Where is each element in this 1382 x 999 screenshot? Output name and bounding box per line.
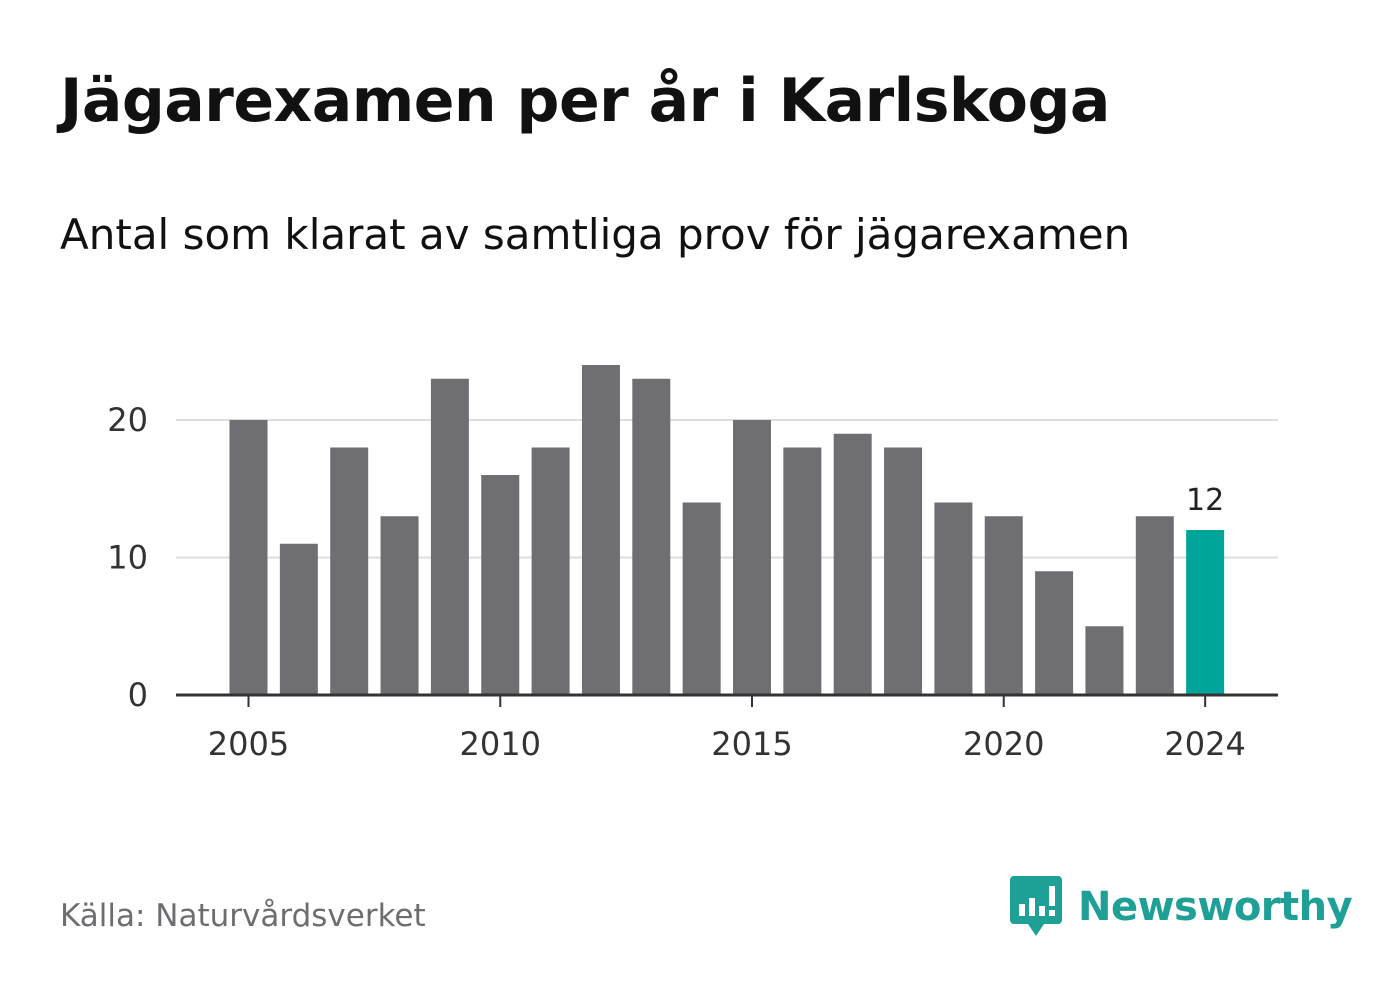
bar-2014	[682, 502, 721, 695]
bar-2007	[330, 447, 369, 695]
bar-2024	[1186, 530, 1225, 695]
bar-2023	[1135, 516, 1174, 695]
y-tick-label: 0	[128, 676, 148, 714]
source-note: Källa: Naturvårdsverket	[60, 898, 426, 934]
bars	[229, 365, 1225, 695]
x-tick-label: 2020	[963, 725, 1044, 763]
bar-2020	[984, 516, 1023, 695]
bar-2009	[430, 378, 469, 695]
bar-2016	[783, 447, 822, 695]
x-tick-label: 2005	[208, 725, 289, 763]
newsworthy-logo-icon	[1010, 876, 1062, 936]
bar-2012	[581, 365, 620, 695]
bar-2013	[632, 378, 671, 695]
bar-2021	[1035, 571, 1074, 695]
x-tick-label: 2010	[460, 725, 541, 763]
bar-2017	[833, 433, 872, 695]
y-tick-label: 20	[107, 401, 148, 439]
labels: 0 10 20 12 2005 2010 2015 2020 2024	[107, 401, 1246, 763]
x-tick-label: 2015	[711, 725, 792, 763]
bar-2015	[733, 420, 771, 695]
bar-2018	[884, 447, 923, 695]
bar-2005	[229, 420, 268, 695]
bar-2010	[481, 475, 520, 695]
bar-2022	[1085, 626, 1124, 695]
bar-2008	[380, 516, 419, 695]
y-tick-label: 10	[107, 539, 148, 577]
x-tick-label: 2024	[1164, 725, 1245, 763]
axes	[176, 693, 1278, 707]
bar-value-label: 12	[1186, 483, 1224, 518]
chart-title: Jägarexamen per år i Karlskoga	[60, 66, 1110, 136]
brand-logo: Newsworthy	[1010, 876, 1353, 938]
bar-2019	[934, 502, 973, 695]
chart-subtitle: Antal som klarat av samtliga prov för jä…	[60, 210, 1131, 259]
bar-2006	[279, 543, 318, 695]
bar-2011	[531, 447, 570, 695]
bar-chart: 0 10 20 12 2005 2010 2015 2020 2024	[107, 365, 1278, 763]
brand-name: Newsworthy	[1078, 884, 1353, 930]
